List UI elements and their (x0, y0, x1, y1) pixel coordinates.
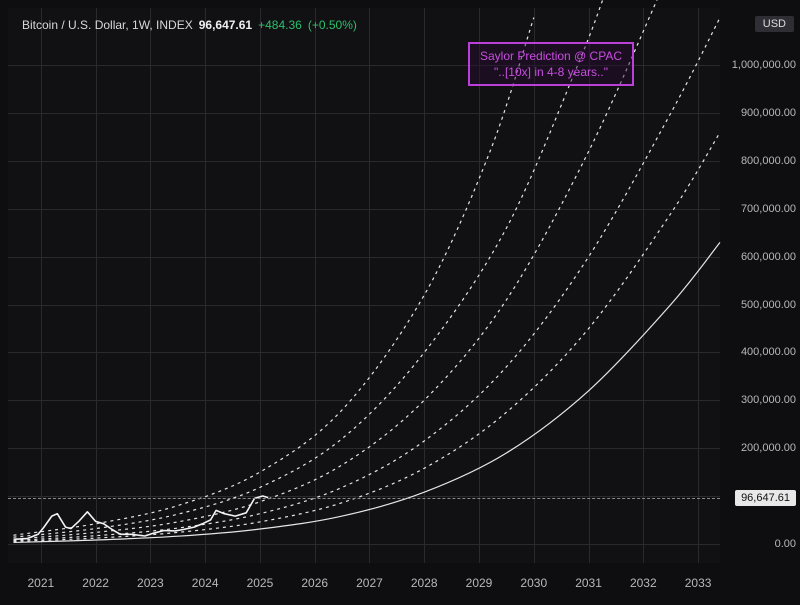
y-tick-label: 500,000.00 (724, 299, 796, 311)
price-reference-line (8, 498, 720, 499)
y-tick-label: 300,000.00 (724, 394, 796, 406)
projection-curve (13, 132, 720, 541)
price-line (14, 496, 269, 539)
x-tick-label: 2021 (28, 576, 55, 590)
chart-svg (8, 8, 720, 563)
annotation-line2: "..[10x] in 4-8 years.." (480, 64, 622, 80)
price-change-pct: (+0.50%) (308, 18, 357, 32)
y-tick-label: 600,000.00 (724, 251, 796, 263)
y-tick-label: 400,000.00 (724, 346, 796, 358)
y-tick-label: 1,000,000.00 (724, 59, 796, 71)
y-tick-label: 900,000.00 (724, 107, 796, 119)
chart-container: Bitcoin / U.S. Dollar, 1W, INDEX 96,647.… (0, 0, 800, 605)
y-tick-label: 200,000.00 (724, 442, 796, 454)
plot-area[interactable]: Bitcoin / U.S. Dollar, 1W, INDEX 96,647.… (8, 8, 720, 563)
chart-header: Bitcoin / U.S. Dollar, 1W, INDEX 96,647.… (22, 18, 357, 32)
x-tick-label: 2027 (356, 576, 383, 590)
x-axis: 2021 2022 2023 2024 2025 2026 2027 2028 2029 2030… (8, 570, 720, 600)
x-tick-label: 2023 (137, 576, 164, 590)
x-tick-label: 2022 (82, 576, 109, 590)
projection-curve (13, 18, 533, 536)
x-tick-label: 2031 (575, 576, 602, 590)
y-axis: USD 0.00100,000.00200,000.00300,000.0040… (722, 8, 798, 563)
x-tick-label: 2030 (520, 576, 547, 590)
last-price: 96,647.61 (199, 18, 252, 32)
x-tick-label: 2032 (630, 576, 657, 590)
x-tick-label: 2026 (301, 576, 328, 590)
annotation-line1: Saylor Prediction @ CPAC (480, 48, 622, 64)
x-tick-label: 2024 (192, 576, 219, 590)
symbol-label: Bitcoin / U.S. Dollar, 1W, INDEX (22, 18, 193, 32)
y-tick-label: 700,000.00 (724, 203, 796, 215)
price-change: +484.36 (258, 18, 302, 32)
x-tick-label: 2029 (466, 576, 493, 590)
y-tick-label: 0.00 (724, 538, 796, 550)
annotation-box[interactable]: Saylor Prediction @ CPAC "..[10x] in 4-8… (468, 42, 634, 86)
projection-curve (13, 18, 720, 541)
y-tick-label: 800,000.00 (724, 155, 796, 167)
x-tick-label: 2028 (411, 576, 438, 590)
price-marker-tag: 96,647.61 (735, 490, 796, 506)
y-axis-title: USD (755, 16, 794, 32)
x-tick-label: 2033 (685, 576, 712, 590)
x-tick-label: 2025 (247, 576, 274, 590)
